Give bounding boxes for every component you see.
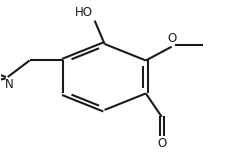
Text: N: N bbox=[4, 78, 13, 91]
Text: O: O bbox=[157, 137, 166, 150]
Text: HO: HO bbox=[75, 6, 93, 19]
Text: O: O bbox=[167, 32, 176, 45]
